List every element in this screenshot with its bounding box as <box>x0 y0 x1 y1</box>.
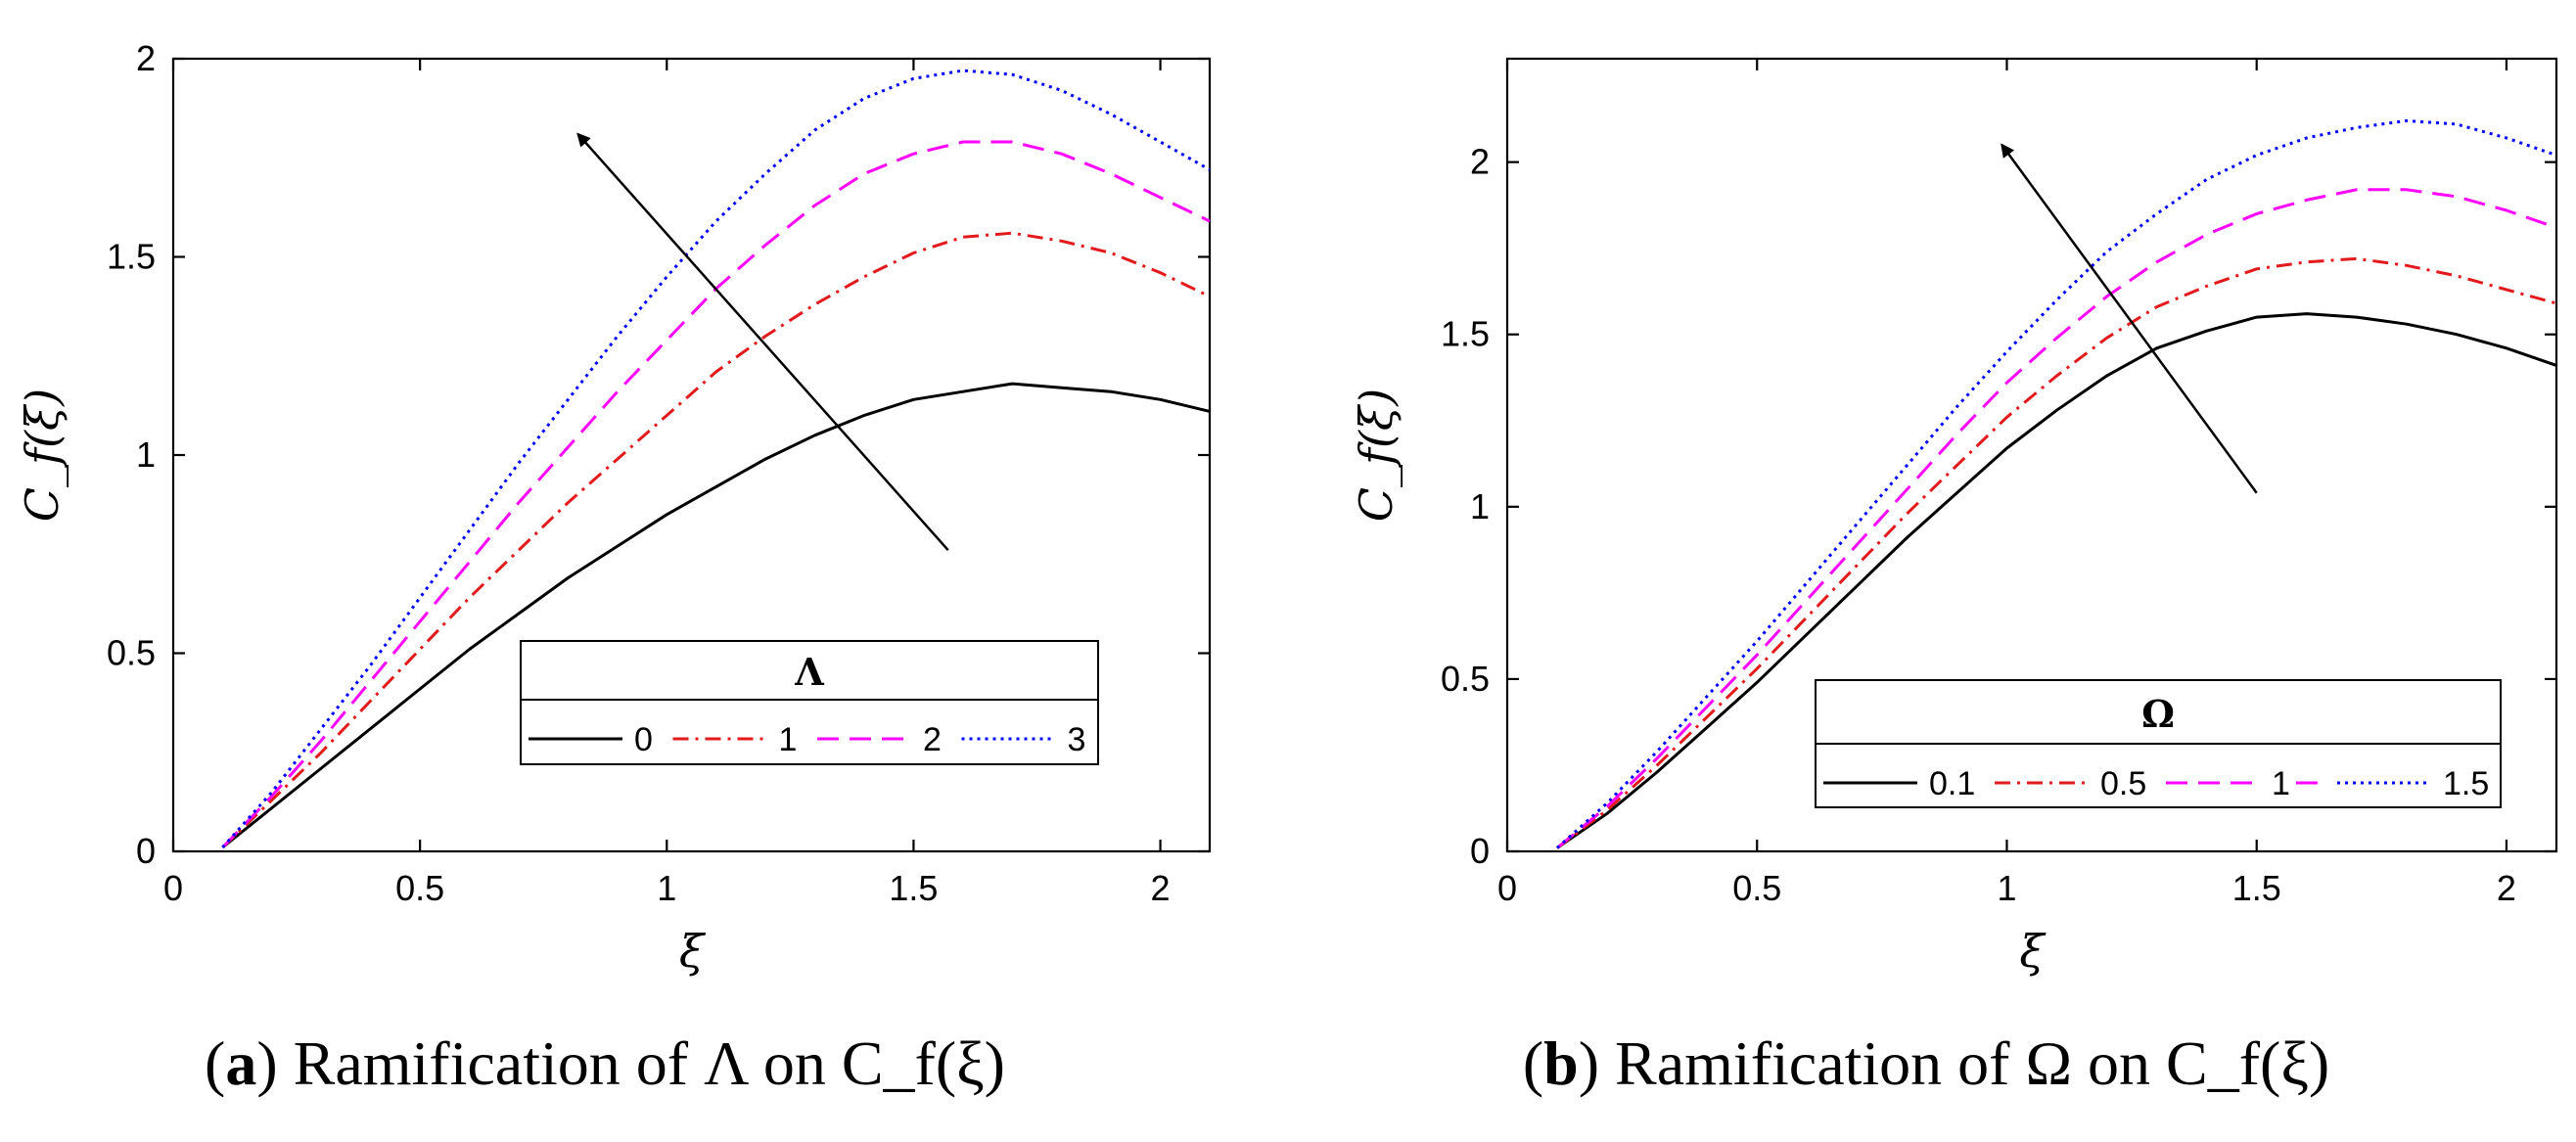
legend-label-2: 2 <box>923 721 942 758</box>
caption-text: Ramification of Ω on C_f(ξ) <box>1615 1028 2329 1098</box>
y-tick-label: 1.5 <box>1441 314 1490 354</box>
x-tick-label: 1 <box>1997 868 2016 908</box>
y-tick-label: 2 <box>1470 142 1490 182</box>
x-axis-label: ξ <box>679 925 707 978</box>
legend-label-1: 1 <box>779 721 798 758</box>
y-tick-label: 1 <box>136 434 156 475</box>
trend-arrow <box>576 132 949 552</box>
caption: (b) Ramification of Ω on C_f(ξ) <box>1523 1028 2329 1098</box>
y-axis-label: C_f(ξ) <box>1350 388 1403 522</box>
x-tick-label: 2 <box>2497 868 2516 908</box>
y-axis-label: C_f(ξ) <box>16 388 69 522</box>
caption: (a) Ramification of Λ on C_f(ξ) <box>205 1028 1005 1098</box>
x-tick-label: 0 <box>163 868 183 908</box>
x-axis-label: ξ <box>2019 925 2047 978</box>
y-tick-label: 1 <box>1470 486 1490 526</box>
x-tick-label: 1.5 <box>889 868 938 908</box>
series-line-1 <box>221 231 1211 849</box>
series-line-0.1 <box>1556 312 2557 849</box>
trend-arrow <box>2001 143 2258 494</box>
legend-title: Λ <box>794 650 824 694</box>
x-tick-label: 1.5 <box>2232 868 2281 908</box>
x-tick-label: 0.5 <box>395 868 444 908</box>
x-tick-label: 2 <box>1151 868 1171 908</box>
x-tick-label: 1 <box>657 868 676 908</box>
y-tick-label: 2 <box>136 38 156 78</box>
series-line-1.5 <box>1555 118 2557 849</box>
legend: Λ 0 1 2 3 <box>520 640 1099 765</box>
plot-area <box>1505 57 2558 853</box>
caption-text: Ramification of Λ on C_f(ξ) <box>294 1028 1005 1098</box>
legend-label-0: 0 <box>634 721 653 758</box>
y-tick-label: 0.5 <box>1441 659 1490 699</box>
y-tick-label: 0.5 <box>107 633 156 673</box>
legend-label-1.5: 1.5 <box>2443 765 2489 802</box>
legend-label-0.5: 0.5 <box>2100 765 2146 802</box>
caption-label: a <box>225 1028 256 1098</box>
legend-label-3: 3 <box>1068 721 1086 758</box>
y-tick-label: 0 <box>1470 831 1490 871</box>
legend: Ω 0.1 0.5 1 1.5 <box>1815 679 2502 808</box>
panel-b: 0 0.5 1 1.5 2 0 0.5 1 1.5 2 ξ C_f(ξ) Ω 0.1 0.5 1 1.5 (… <box>1350 57 2558 1098</box>
legend-label-0.1: 0.1 <box>1929 765 1975 802</box>
panel-a: 0 0.5 1 1.5 2 0 0.5 1 1.5 2 ξ C_f(ξ) Λ 0 1 2 3 (a) Ram… <box>16 38 1212 1098</box>
x-tick-label: 0 <box>1497 868 1517 908</box>
y-tick-label: 0 <box>136 831 156 871</box>
x-tick-label: 0.5 <box>1732 868 1781 908</box>
y-tick-label: 1.5 <box>107 237 156 277</box>
series-line-0 <box>221 382 1211 849</box>
series-line-1 <box>1556 188 2557 849</box>
caption-label: b <box>1543 1028 1579 1098</box>
series-line-0.5 <box>1556 256 2557 849</box>
legend-label-1: 1 <box>2272 765 2290 802</box>
legend-title: Ω <box>2141 692 2175 736</box>
